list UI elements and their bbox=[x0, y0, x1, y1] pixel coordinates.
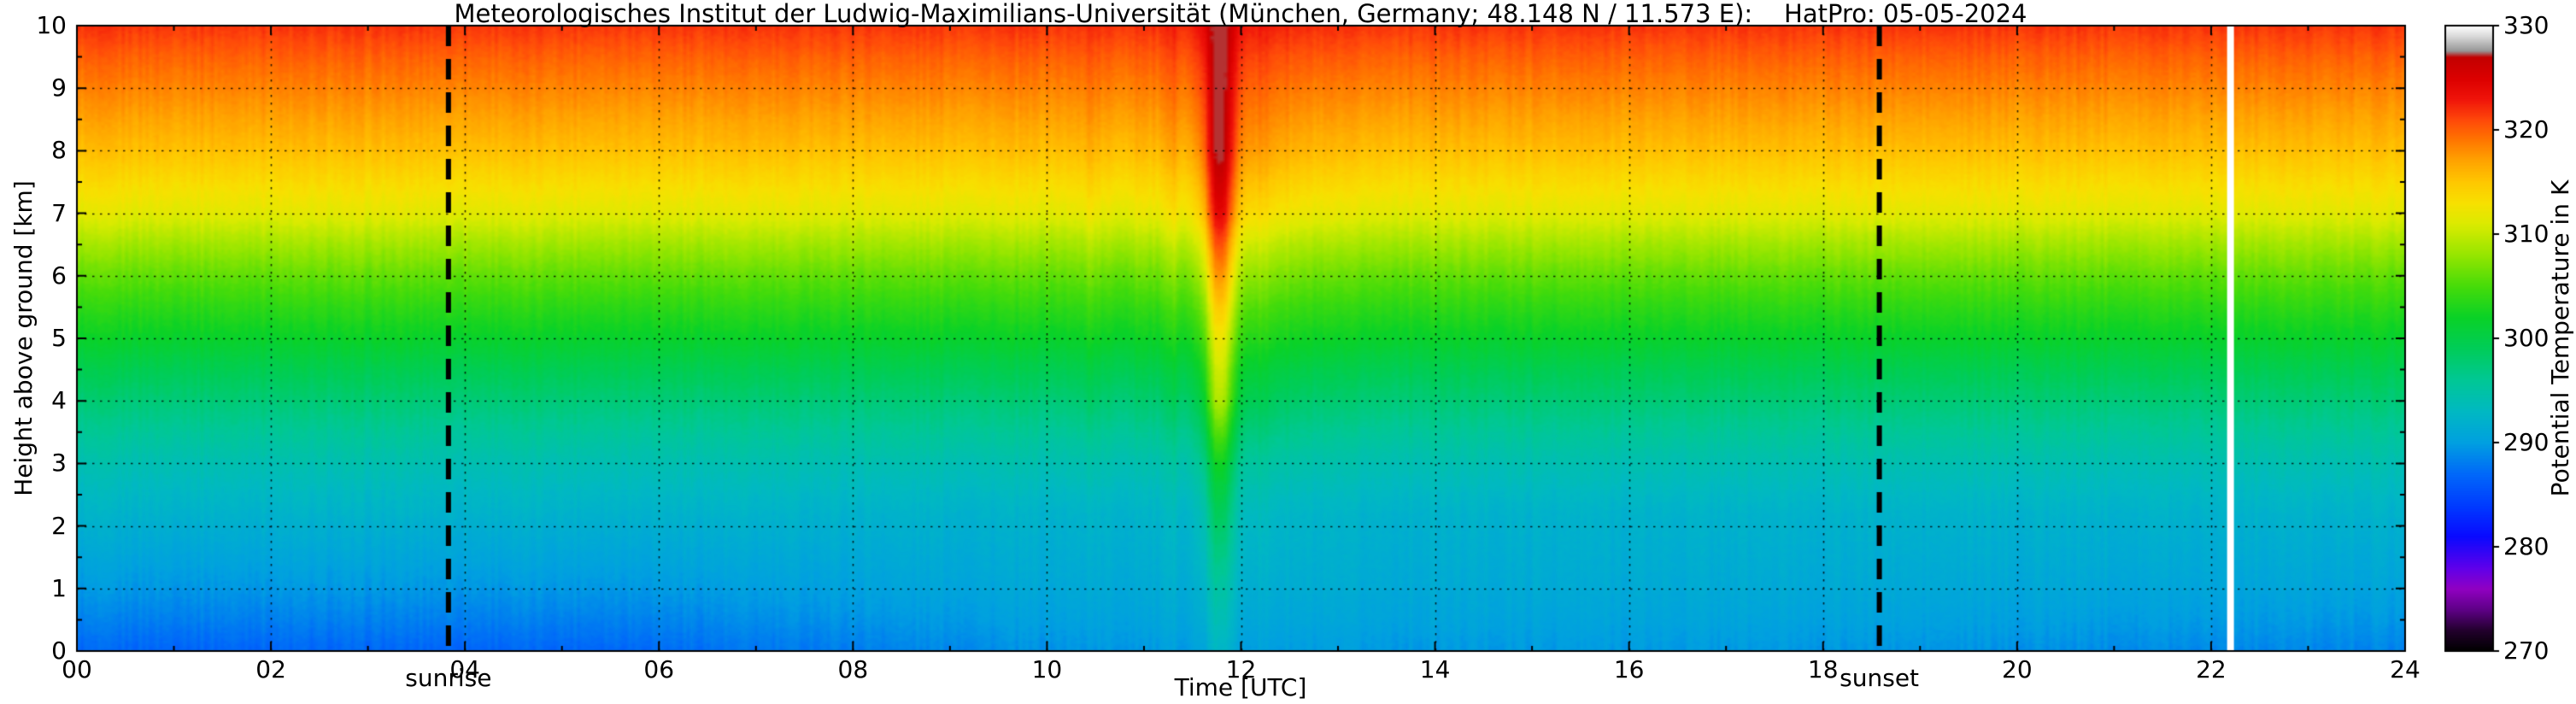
event-label-sunrise: sunrise bbox=[405, 664, 492, 692]
x-tick-label: 04 bbox=[449, 655, 480, 683]
y-tick-label: 0 bbox=[51, 637, 67, 665]
colorbar-tick-label: 270 bbox=[2503, 637, 2550, 665]
y-tick-label: 9 bbox=[51, 73, 67, 103]
y-tick-label: 2 bbox=[51, 511, 67, 540]
x-tick-label: 16 bbox=[1613, 655, 1645, 683]
y-tick-label: 10 bbox=[36, 11, 67, 39]
colorbar-tick-label: 290 bbox=[2503, 428, 2550, 456]
y-axis-label: Height above ground [km] bbox=[9, 180, 38, 496]
colorbar-tick-label: 320 bbox=[2503, 115, 2550, 144]
x-tick-label: 22 bbox=[2196, 655, 2227, 683]
x-tick-label: 06 bbox=[643, 655, 675, 683]
x-tick-label: 24 bbox=[2390, 655, 2421, 683]
y-tick-label: 5 bbox=[51, 324, 67, 352]
colorbar-tick-label: 330 bbox=[2503, 11, 2550, 39]
x-tick-label: 10 bbox=[1031, 655, 1063, 683]
colorbar-tick-label: 300 bbox=[2503, 324, 2550, 352]
y-tick-label: 4 bbox=[51, 386, 67, 415]
x-tick-label: 18 bbox=[1807, 655, 1839, 683]
y-tick-label: 1 bbox=[51, 573, 67, 602]
y-tick-label: 7 bbox=[51, 198, 67, 227]
y-tick-label: 3 bbox=[51, 449, 67, 478]
colorbar-tick-label: 310 bbox=[2503, 220, 2550, 248]
x-tick-label: 14 bbox=[1419, 655, 1451, 683]
colorbar-tick-label: 280 bbox=[2503, 532, 2550, 560]
x-tick-label: 20 bbox=[2002, 655, 2033, 683]
chart-title: Meteorologisches Institut der Ludwig-Max… bbox=[454, 0, 2027, 28]
x-tick-label: 00 bbox=[62, 655, 92, 683]
y-tick-label: 8 bbox=[51, 136, 67, 165]
event-label-sunset: sunset bbox=[1840, 664, 1920, 692]
colorbar-label: Potential Temperature in K bbox=[2546, 179, 2574, 497]
x-tick-label: 12 bbox=[1225, 655, 1257, 683]
y-tick-label: 6 bbox=[51, 261, 67, 290]
x-axis-label: Time [UTC] bbox=[1174, 673, 1307, 701]
x-tick-label: 02 bbox=[255, 655, 286, 683]
x-tick-label: 08 bbox=[837, 655, 869, 683]
